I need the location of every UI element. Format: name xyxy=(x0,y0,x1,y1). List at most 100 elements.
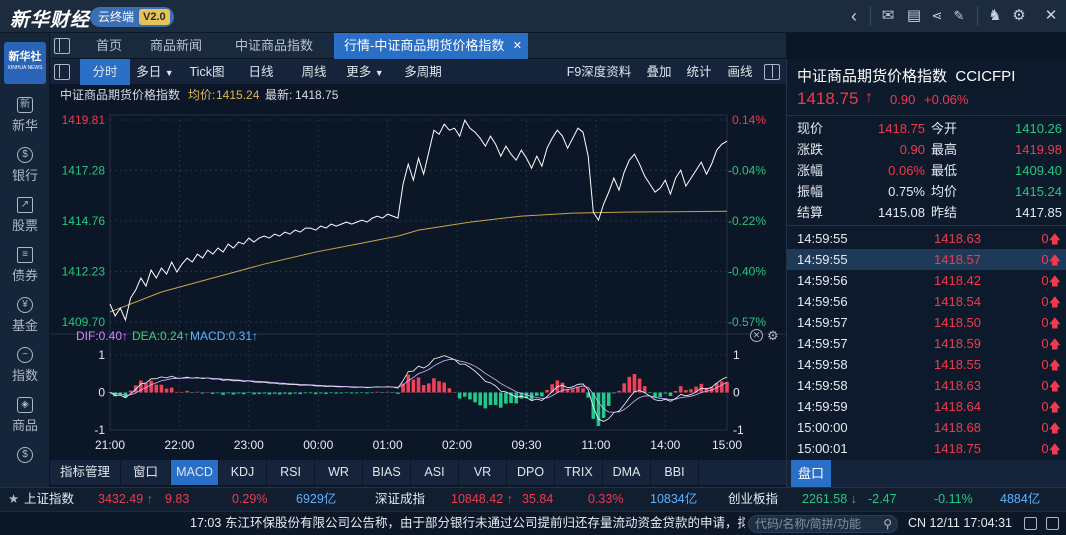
tick-row[interactable]: 14:59:56 1418.54 0🡅 xyxy=(787,291,1066,312)
stat-label: 最低 xyxy=(931,163,958,178)
btn-more[interactable]: 更多 ▼ xyxy=(340,59,390,85)
tab-quote[interactable]: 行情-中证商品期货价格指数 ✕ xyxy=(334,33,528,59)
time-tick-label: 01:00 xyxy=(373,438,403,452)
arrow-up-icon: 🡅 xyxy=(1048,274,1061,288)
screenshot-icon[interactable] xyxy=(1046,517,1059,530)
tick-row[interactable]: 15:00:00 1418.68 0🡅 xyxy=(787,417,1066,438)
tick-row[interactable]: 14:59:58 1418.55 0🡅 xyxy=(787,354,1066,375)
macd-bar xyxy=(396,392,400,394)
pct-tick-label: -0.04% xyxy=(728,164,766,178)
rail-item-index[interactable]: ~ 指数 xyxy=(0,347,50,384)
btn-intraday[interactable]: 分时 xyxy=(80,59,130,85)
time-tick-label: 21:00 xyxy=(95,438,125,452)
index-name: 创业板指 xyxy=(728,492,779,506)
btab-kdj[interactable]: KDJ xyxy=(219,460,267,485)
star-icon[interactable]: ★ xyxy=(8,492,20,506)
chat-icon[interactable]: ▤ xyxy=(906,7,922,24)
macd-bar xyxy=(432,378,436,393)
btn-stats[interactable]: 统计 xyxy=(686,65,712,79)
macd-tick-label: 1 xyxy=(98,348,105,362)
intraday-chart[interactable]: 1419.81 0.14% 1417.28 -0.04% 1414.76 -0.22% 14… xyxy=(50,105,786,460)
tab-csi-commodity-index[interactable]: 中证商品指数 xyxy=(235,38,314,53)
tab-commodity-news[interactable]: 商品新闻 xyxy=(150,38,203,53)
btab-rsi[interactable]: RSI xyxy=(267,460,315,485)
rail-item-xinhua[interactable]: 新新华 xyxy=(0,97,50,134)
macd-bar xyxy=(504,392,508,404)
tick-row[interactable]: 14:59:56 1418.42 0🡅 xyxy=(787,270,1066,291)
macd-bar xyxy=(231,392,236,395)
news-headline[interactable]: 东江环保股份有限公司公告称，由于部分银行未通过公司提前归还存量流动资金贷款的申请… xyxy=(225,516,745,530)
more-icon: $ xyxy=(17,447,33,463)
btab-asi[interactable]: ASI xyxy=(411,460,459,485)
index-value: 10848.42 ↑ xyxy=(451,492,513,506)
skin-icon[interactable]: ♞ xyxy=(988,7,1002,24)
layout-toggle-icon[interactable] xyxy=(54,38,70,54)
time-tick-label: 11:00 xyxy=(581,438,610,452)
btab-window[interactable]: 窗口 xyxy=(121,460,171,485)
btn-multi-period[interactable]: 多周期 xyxy=(404,65,442,79)
settings-icon[interactable]: ⚙ xyxy=(1012,7,1026,24)
tab-bar: 首页 商品新闻 中证商品指数 行情-中证商品期货价格指数 ✕ xyxy=(50,33,786,59)
btab-vr[interactable]: VR xyxy=(459,460,507,485)
rail-item-funds[interactable]: ¥ 基金 xyxy=(0,297,50,334)
share-icon[interactable]: ⋖ xyxy=(931,8,943,23)
btab-bbi[interactable]: BBI xyxy=(651,460,699,485)
indicator-settings-icon[interactable]: ⚙ xyxy=(767,328,779,343)
btn-draw[interactable]: 画线 xyxy=(727,65,753,79)
mail-icon[interactable]: ✉ xyxy=(881,7,895,24)
tab-close-icon[interactable]: ✕ xyxy=(512,40,522,52)
search-input[interactable]: 代码/名称/简拼/功能 ⚲ xyxy=(748,515,898,533)
rail-label: 债券 xyxy=(11,268,38,283)
cloud-terminal-badge[interactable]: 云终端 V2.0 xyxy=(90,7,174,27)
btab-dpo[interactable]: DPO xyxy=(507,460,555,485)
macd-bar xyxy=(560,382,565,393)
btn-tick[interactable]: Tick图 xyxy=(189,65,225,79)
btab-trix[interactable]: TRIX xyxy=(555,460,603,485)
btn-overlay[interactable]: 叠加 xyxy=(646,65,672,79)
arrow-up-icon: 🡅 xyxy=(1048,232,1061,246)
notes-icon[interactable]: ✎ xyxy=(953,8,965,23)
tick-row[interactable]: 14:59:55 1418.63 0🡅 xyxy=(787,228,1066,249)
sidebar-toggle-icon[interactable] xyxy=(54,64,70,80)
btab-dma[interactable]: DMA xyxy=(603,460,651,485)
tick-volume: 0🡅 xyxy=(1041,273,1061,288)
back-icon[interactable]: ‹ xyxy=(851,6,857,26)
rail-item-bank[interactable]: $ 银行 xyxy=(0,147,50,184)
rail-item-bonds[interactable]: ≡ 债券 xyxy=(0,247,50,284)
btab-bias[interactable]: BIAS xyxy=(363,460,411,485)
rail-item-stocks[interactable]: ↗ 股票 xyxy=(0,197,50,234)
tick-row[interactable]: 15:00:01 1418.75 0🡅 xyxy=(787,438,1066,459)
btab-wr[interactable]: WR xyxy=(315,460,363,485)
rail-item-commodity[interactable]: ◈ 商品 xyxy=(0,397,50,434)
tab-home[interactable]: 首页 xyxy=(96,38,123,53)
close-icon[interactable]: ✕ xyxy=(1044,7,1058,24)
xinhua-app-button[interactable]: 新华社 XINHUA NEWS xyxy=(4,42,46,84)
instrument-name: 中证商品期货价格指数 xyxy=(60,88,181,102)
macd-bar xyxy=(586,392,590,398)
btn-weekly[interactable]: 周线 xyxy=(301,65,327,79)
tab-orderbook[interactable]: 盘口 xyxy=(791,460,831,487)
tick-price: 1418.63 xyxy=(934,378,981,393)
close-indicator-icon[interactable]: ✕ xyxy=(750,329,763,342)
tick-row[interactable]: 14:59:57 1418.50 0🡅 xyxy=(787,312,1066,333)
btab-indicator-mgmt[interactable]: 指标管理 xyxy=(50,460,121,485)
macd-bar xyxy=(241,392,246,395)
stat-value: 1410.26 xyxy=(1015,121,1062,136)
tick-row[interactable]: 14:59:57 1418.59 0🡅 xyxy=(787,333,1066,354)
download-icon[interactable] xyxy=(1024,517,1037,530)
tick-time: 14:59:57 xyxy=(797,315,848,330)
stat-label: 振幅 xyxy=(797,184,824,199)
tick-row[interactable]: 14:59:58 1418.63 0🡅 xyxy=(787,375,1066,396)
btn-daily[interactable]: 日线 xyxy=(248,65,274,79)
tick-row[interactable]: 14:59:55 1418.57 0🡅 xyxy=(787,249,1066,270)
panel-toggle-icon[interactable] xyxy=(764,64,780,80)
rail-item-more[interactable]: $ xyxy=(0,447,50,465)
btn-f9[interactable]: F9深度资料 xyxy=(566,65,632,79)
commodity-icon: ◈ xyxy=(17,397,33,413)
tick-row[interactable]: 14:59:59 1418.64 0🡅 xyxy=(787,396,1066,417)
btn-multi-day[interactable]: 多日 ▼ xyxy=(130,59,180,85)
stats-row: 涨跌 0.90 最高 1419.98 xyxy=(787,139,1066,160)
macd-bar xyxy=(658,392,662,398)
btab-macd[interactable]: MACD xyxy=(171,460,219,485)
index-amount: 10834亿 xyxy=(650,492,698,506)
